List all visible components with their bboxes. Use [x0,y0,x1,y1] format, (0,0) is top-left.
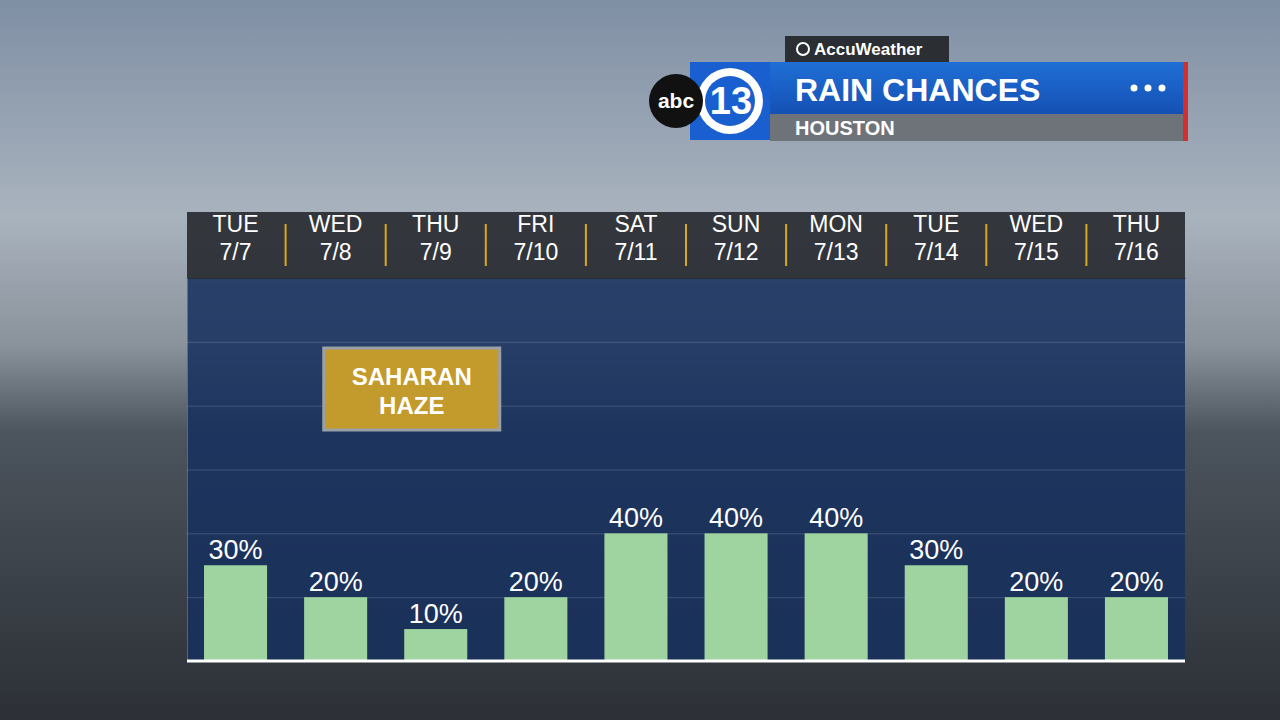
data-label: 20% [1109,567,1163,597]
x-tick: FRI7/10 [513,211,558,278]
baseline [187,660,1185,663]
subtitle-box [770,114,1183,141]
separator [385,224,387,266]
x-tick-label: SUN7/12 [712,211,761,265]
x-tick: THU7/9 [412,211,459,278]
header-band [187,212,1185,278]
chart-title: RAIN CHANCES [795,72,1040,108]
grid-line [187,342,1185,343]
bar [705,533,768,661]
logo-channel: 13 [710,80,752,122]
data-label: 40% [709,503,763,533]
provider-box [785,36,949,62]
x-tick-label: THU7/16 [1113,211,1160,265]
annotation: SAHARANHAZE [324,348,500,430]
y-axis [187,279,1185,662]
bar [604,533,667,661]
x-tick: WED7/8 [309,211,363,278]
x-axis-line [188,278,1186,279]
menu-dot [1145,85,1152,92]
data-label: 40% [609,503,663,533]
data-label: 40% [809,503,863,533]
bar [905,565,968,661]
grid-line [187,661,1185,662]
data-labels: 30% 20% 10% 20% 40% 40% 40% 30% 20% 20% [209,503,1164,629]
logo: 13 abc [649,62,770,140]
x-tick-label: MON7/13 [809,211,863,265]
x-axis: TUE7/7 WED7/8 THU7/9 FRI7/10 SAT7/11 SUN7/12 M… [188,211,1186,279]
title-edge [1183,62,1188,141]
network-text: abc [658,89,695,112]
x-tick-label: FRI7/10 [513,211,558,265]
separator [285,224,287,266]
separator [985,224,987,266]
x-tick: THU7/16 [1113,211,1160,278]
data-label: 30% [209,535,263,565]
separator [485,224,487,266]
separator [785,224,787,266]
background [0,0,1280,720]
bars [204,533,1168,661]
data-label: 20% [1009,567,1063,597]
grid-line [187,278,1185,279]
header-separators [286,224,1087,266]
bar [1005,597,1068,661]
logo-ring-inner [705,76,755,126]
network-circle [649,74,703,128]
bar [805,533,868,661]
x-tick-label: SAT7/11 [614,211,657,265]
bar [404,629,467,661]
x-tick: WED7/15 [1010,211,1064,278]
annotation-text: SAHARANHAZE [352,363,472,419]
bar [1105,597,1168,661]
separator [585,224,587,266]
bar [204,565,267,661]
grid-line [187,470,1185,471]
data-label: 10% [409,599,463,629]
plot-area [187,278,1185,661]
y-tick [187,533,1185,534]
data-label: 30% [909,535,963,565]
menu-dot [1131,85,1138,92]
x-tick: TUE7/14 [913,211,959,278]
x-tick-label: WED7/8 [309,211,363,265]
x-tick-label: THU7/9 [412,211,459,265]
y-tick [187,278,1185,279]
data-label: 20% [309,567,363,597]
x-tick: SUN7/12 [712,211,761,278]
title-bar: RAIN CHANCES HOUSTON [770,62,1188,141]
separator [1085,224,1087,266]
grid-line [187,533,1185,534]
y-tick [187,661,1185,662]
y-tick [187,470,1185,471]
annotation-box [324,348,500,430]
logo-ring [697,68,763,134]
chart-root: AccuWeather 13 abc RAIN CHANCES HOUSTON TUE7/… [0,0,1280,720]
bar [304,597,367,661]
x-tick: SAT7/11 [614,211,657,278]
menu-dot [1159,85,1166,92]
title-box [770,62,1183,114]
x-tick-label: WED7/15 [1010,211,1064,265]
provider-badge: AccuWeather [785,36,949,62]
x-tick: MON7/13 [809,211,863,278]
x-tick-label: TUE7/7 [213,211,259,265]
data-label: 20% [509,567,563,597]
chart-subtitle: HOUSTON [795,117,895,139]
separator [885,224,887,266]
x-tick: TUE7/7 [213,211,259,278]
y-tick [187,342,1185,343]
provider-text: AccuWeather [814,40,923,59]
separator [685,224,687,266]
x-tick-label: TUE7/14 [913,211,959,265]
bar [504,597,567,661]
provider-icon [797,43,809,55]
